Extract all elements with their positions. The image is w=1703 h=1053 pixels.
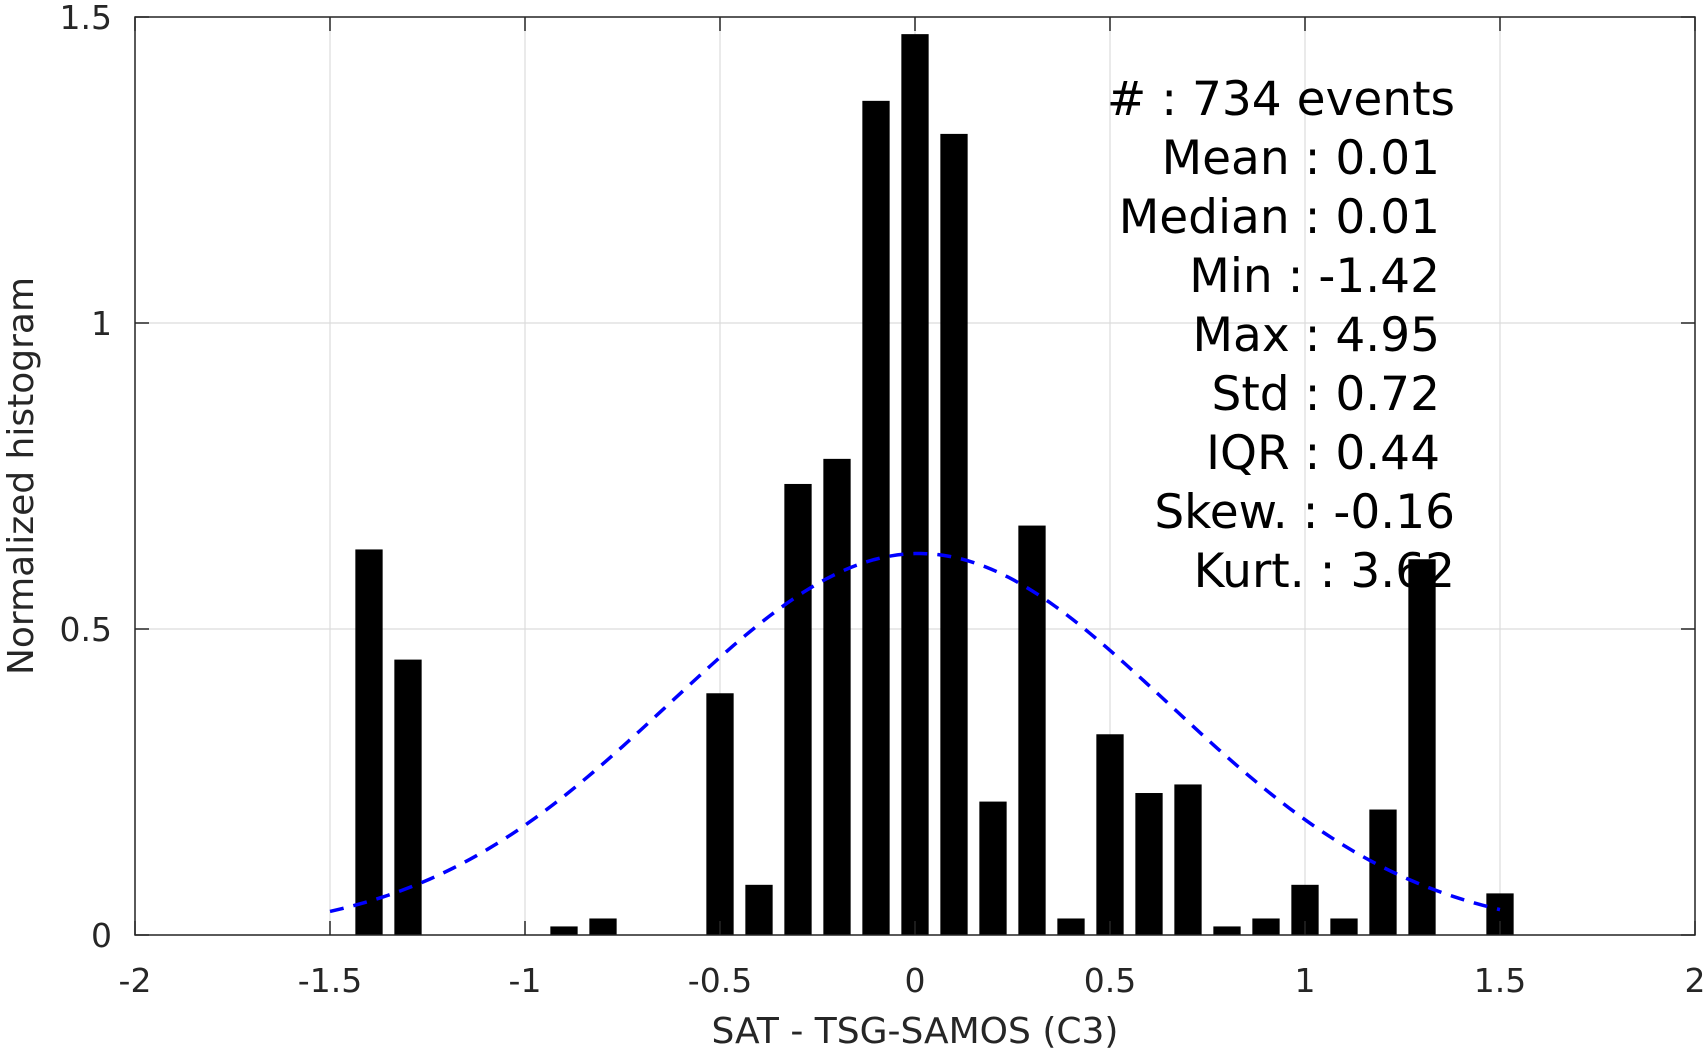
histogram-bar <box>862 100 890 936</box>
histogram-bar <box>1135 793 1163 935</box>
histogram-bar <box>355 549 383 935</box>
histogram-bar <box>589 918 617 935</box>
histogram-bar <box>979 801 1007 935</box>
histogram-bar <box>706 693 734 935</box>
normal-fit-curve <box>329 551 1501 914</box>
histogram-bar <box>784 483 812 935</box>
histogram-bar <box>1174 784 1202 935</box>
histogram-bar <box>394 659 422 935</box>
x-tick-labels: -2 -1.5 -1 -0.5 0 0.5 1 1.5 2 <box>119 961 1703 1000</box>
histogram-bar <box>1330 918 1358 935</box>
x-tick-label: -1.5 <box>298 961 362 1000</box>
x-tick-label: -1 <box>509 961 542 1000</box>
histogram-bar <box>1408 559 1436 935</box>
x-axis-label: SAT - TSG-SAMOS (C3) <box>712 1011 1119 1052</box>
histogram-bar <box>1252 918 1280 935</box>
y-tick-label: 0.5 <box>60 610 112 649</box>
histogram-bar <box>940 133 968 936</box>
stat-line: IQR : 0.44 <box>1206 426 1440 481</box>
stat-line: Min : -1.42 <box>1189 249 1440 304</box>
y-tick-label: 0 <box>91 916 112 955</box>
y-tick-label: 1 <box>91 304 112 343</box>
stat-line: Std : 0.72 <box>1212 367 1440 422</box>
histogram-bar <box>745 884 773 935</box>
histogram-bar <box>550 926 578 935</box>
histogram-bar <box>1096 734 1124 935</box>
histogram-bar <box>1213 926 1241 935</box>
x-tick-label: -0.5 <box>688 961 752 1000</box>
x-tick-label: 1.5 <box>1474 961 1526 1000</box>
y-tick-label: 1.5 <box>60 0 112 37</box>
stat-line: Skew. : -0.16 <box>1154 485 1455 540</box>
stat-line: Mean : 0.01 <box>1162 131 1440 186</box>
histogram-bar <box>1018 525 1046 935</box>
stat-line: # : 734 events <box>1107 72 1455 127</box>
x-tick-label: 0.5 <box>1084 961 1136 1000</box>
x-tick-label: 2 <box>1685 961 1703 1000</box>
y-axis-label: Normalized histogram <box>1 277 42 675</box>
histogram-bar <box>901 34 929 936</box>
histogram-bar <box>1057 918 1085 935</box>
histogram-bar <box>823 458 851 935</box>
x-tick-label: 1 <box>1295 961 1316 1000</box>
stat-line: Kurt. : 3.62 <box>1194 544 1455 599</box>
x-tick-label: -2 <box>119 961 152 1000</box>
stat-line: Median : 0.01 <box>1119 190 1440 245</box>
axis-ticks <box>134 16 1696 936</box>
x-tick-label: 0 <box>905 961 926 1000</box>
stat-line: Max : 4.95 <box>1192 308 1440 363</box>
histogram-bars <box>355 34 1514 936</box>
y-tick-labels: 0 0.5 1 1.5 <box>60 0 112 955</box>
